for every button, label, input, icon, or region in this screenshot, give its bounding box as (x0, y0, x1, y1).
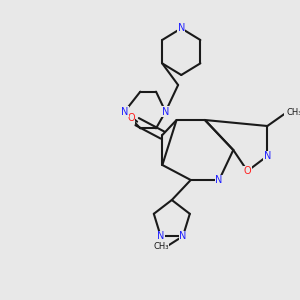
Text: CH₃: CH₃ (286, 108, 300, 117)
Text: N: N (162, 107, 169, 117)
Text: O: O (127, 113, 135, 123)
Text: N: N (178, 23, 185, 33)
Text: CH₃: CH₃ (153, 242, 169, 251)
Text: N: N (215, 175, 223, 185)
Text: N: N (264, 151, 271, 161)
Text: N: N (121, 107, 128, 117)
Text: N: N (157, 231, 164, 241)
Text: O: O (244, 166, 251, 176)
Text: N: N (179, 231, 187, 241)
